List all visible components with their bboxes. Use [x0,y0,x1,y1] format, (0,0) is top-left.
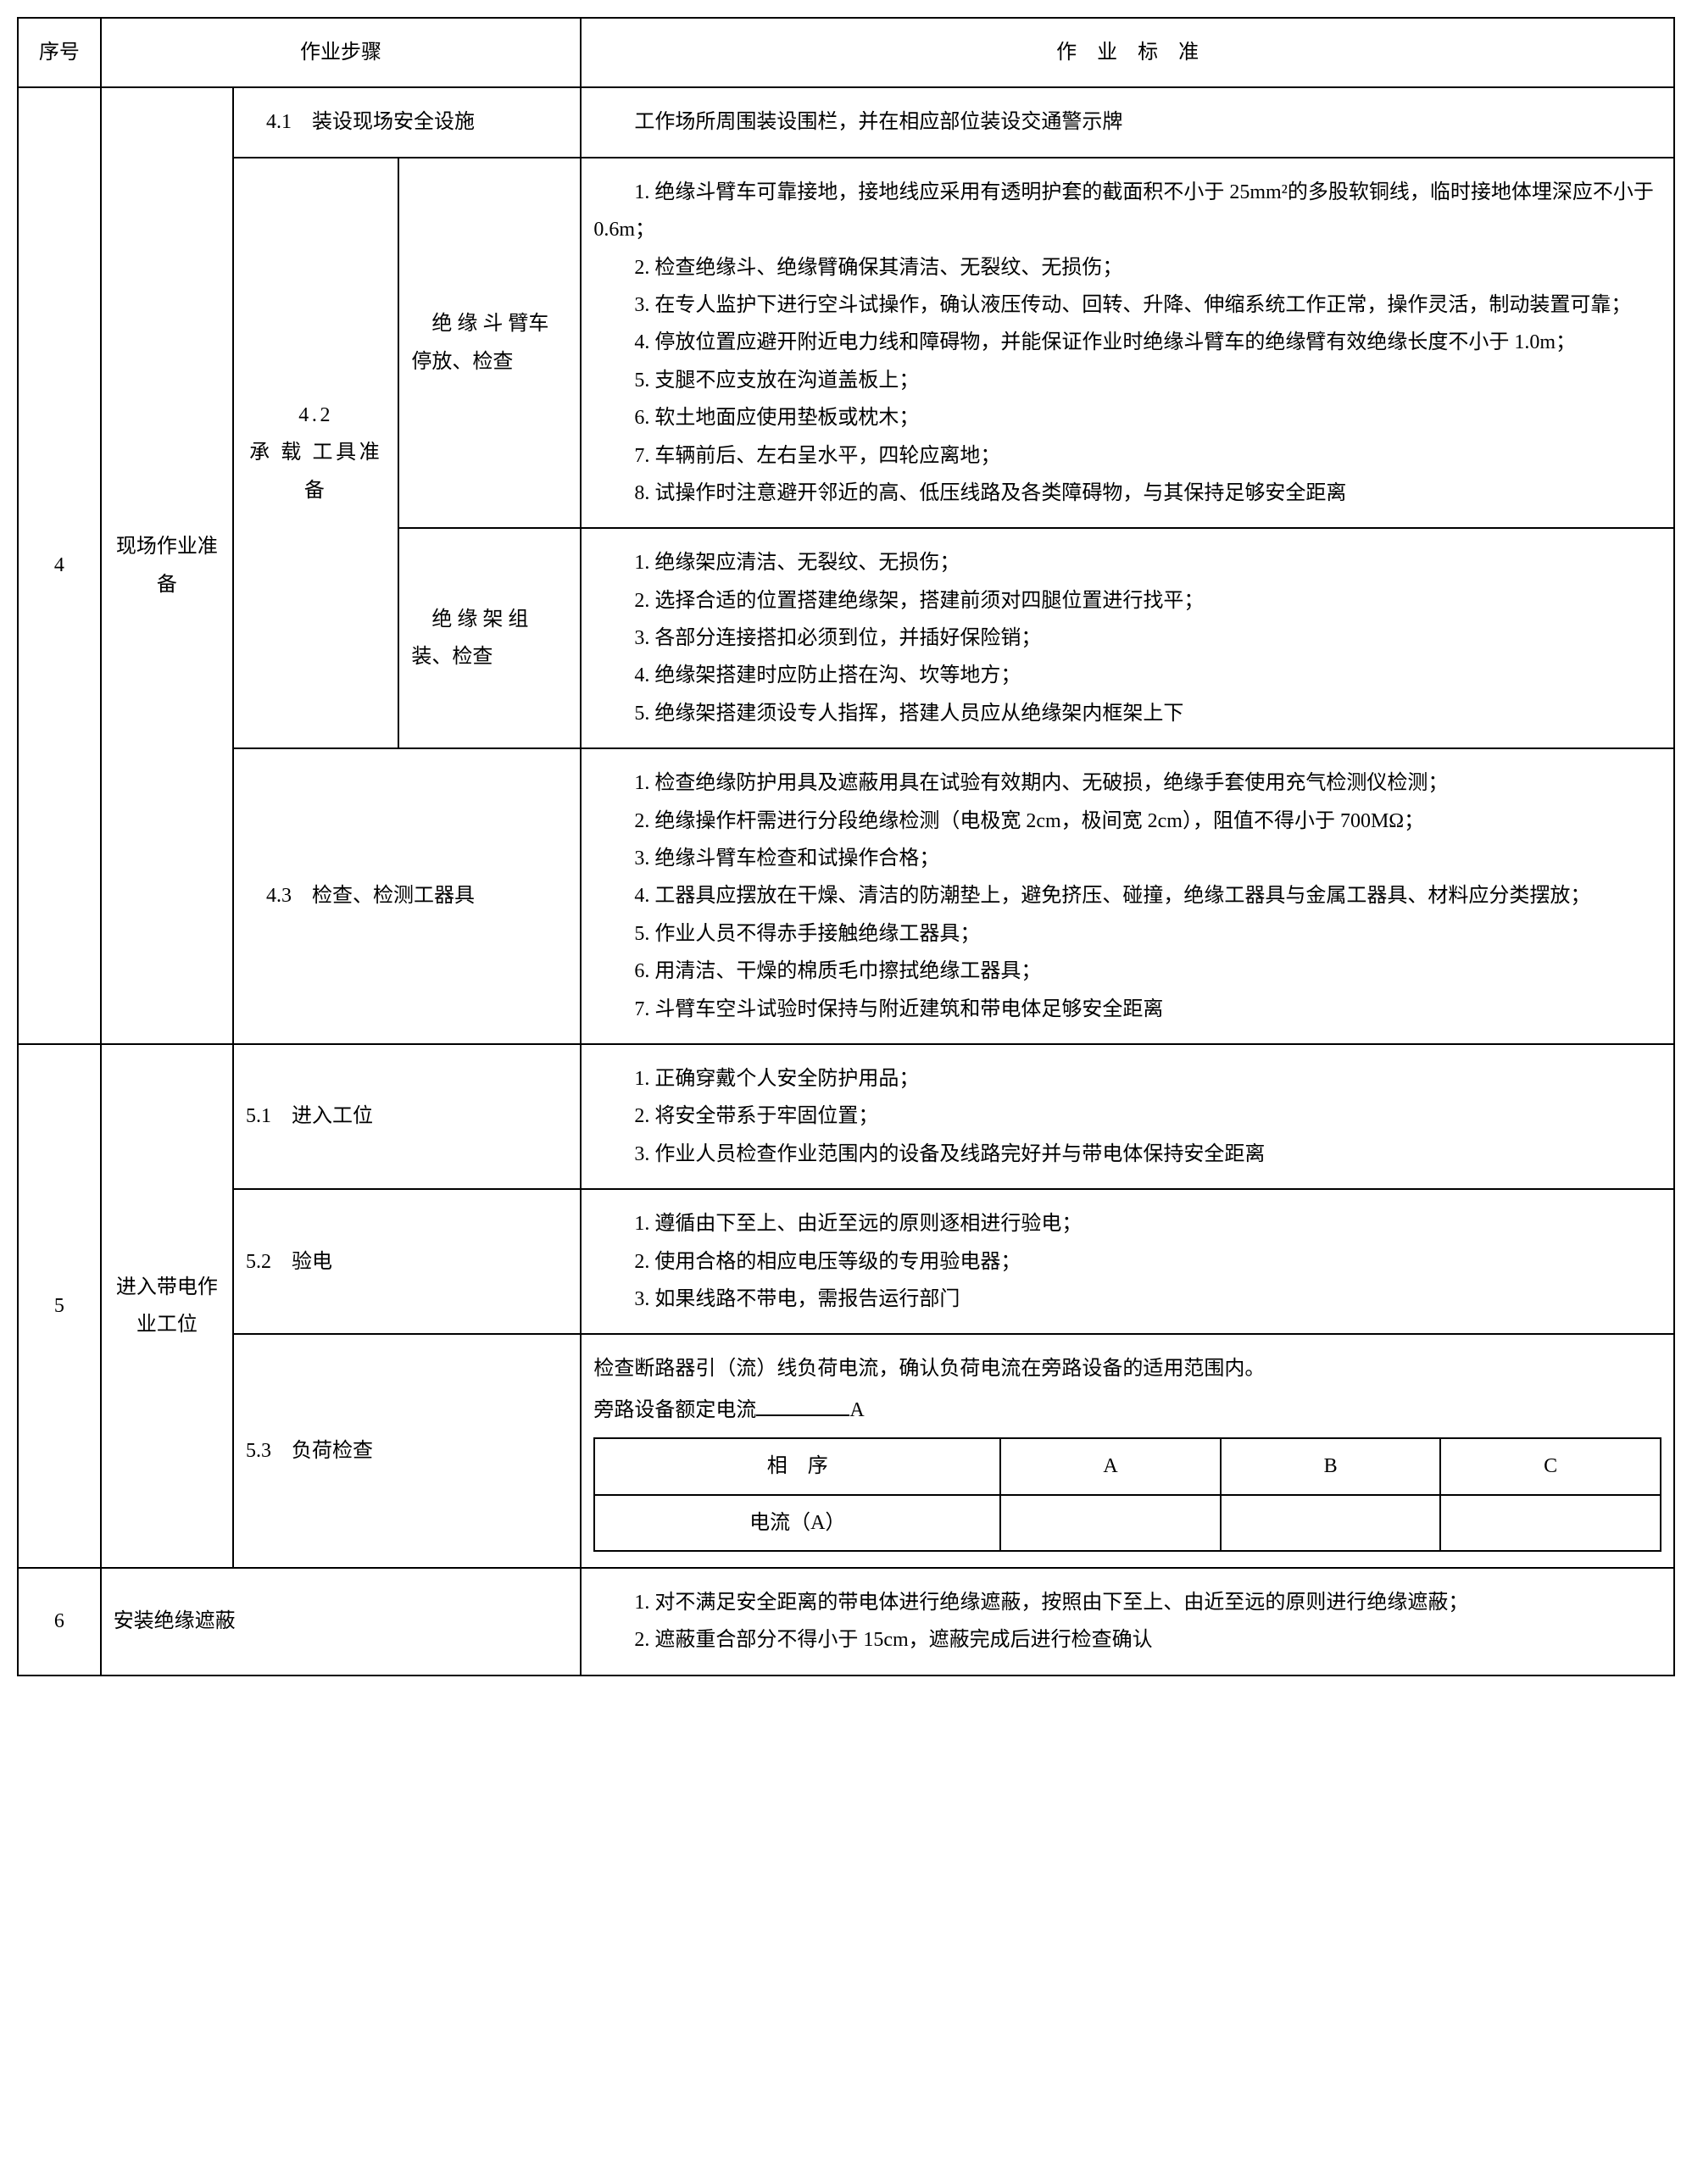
inner-header-row: 相 序 A B C [594,1438,1661,1494]
item: 7. 斗臂车空斗试验时保持与附近建筑和带电体足够安全距离 [593,991,1661,1028]
phase-current-table: 相 序 A B C 电流（A） [593,1437,1661,1552]
item: 7. 车辆前后、左右呈水平，四轮应离地； [593,437,1661,475]
step-4-2-sub1-label: 绝 缘 斗 臂车停放、检查 [398,158,581,529]
step-4-2-sub2-label: 绝 缘 架 组装、检查 [398,528,581,748]
seq-5: 5 [18,1044,101,1568]
row-6: 6 安装绝缘遮蔽 1. 对不满足安全距离的带电体进行绝缘遮蔽，按照由下至上、由近… [18,1568,1674,1676]
item: 6. 软土地面应使用垫板或枕木； [593,399,1661,436]
standard-4-2-2: 1. 绝缘架应清洁、无裂纹、无损伤； 2. 选择合适的位置搭建绝缘架，搭建前须对… [581,528,1674,748]
step-4-2-text: 承 载 工具准备 [246,434,386,509]
step1-4: 现场作业准备 [101,87,233,1044]
item: 5. 作业人员不得赤手接触绝缘工器具； [593,915,1661,953]
step-5-3-label: 5.3 负荷检查 [233,1334,581,1568]
item: 8. 试操作时注意避开邻近的高、低压线路及各类障碍物，与其保持足够安全距离 [593,475,1661,512]
inner-r2c1: 电流（A） [594,1495,1000,1551]
step-4-1-label: 4.1 装设现场安全设施 [233,87,581,157]
item: 3. 作业人员检查作业范围内的设备及线路完好并与带电体保持安全距离 [593,1136,1661,1173]
item: 1. 绝缘斗臂车可靠接地，接地线应采用有透明护套的截面积不小于 25mm²的多股… [593,174,1661,249]
item: 5. 绝缘架搭建须设专人指挥，搭建人员应从绝缘架内框架上下 [593,695,1661,732]
row-4-3: 4.3 检查、检测工器具 1. 检查绝缘防护用具及遮蔽用具在试验有效期内、无破损… [18,748,1674,1044]
standard-5-3: 检查断路器引（流）线负荷电流，确认负荷电流在旁路设备的适用范围内。 旁路设备额定… [581,1334,1674,1568]
load-prefix: 旁路设备额定电流 [593,1399,756,1421]
item: 2. 使用合格的相应电压等级的专用验电器； [593,1243,1661,1281]
load-intro-1: 检查断路器引（流）线负荷电流，确认负荷电流在旁路设备的适用范围内。 [593,1350,1661,1387]
inner-h-a: A [1000,1438,1221,1494]
item: 3. 绝缘斗臂车检查和试操作合格； [593,840,1661,877]
standard-4-1-text: 工作场所周围装设围栏，并在相应部位装设交通警示牌 [593,103,1661,141]
item: 2. 将安全带系于牢固位置； [593,1098,1661,1135]
row-4-1: 4 现场作业准备 4.1 装设现场安全设施 工作场所周围装设围栏，并在相应部位装… [18,87,1674,157]
item: 1. 绝缘架应清洁、无裂纹、无损伤； [593,544,1661,581]
item: 2. 遮蔽重合部分不得小于 15cm，遮蔽完成后进行检查确认 [593,1621,1661,1659]
standard-4-1: 工作场所周围装设围栏，并在相应部位装设交通警示牌 [581,87,1674,157]
inner-cell-c[interactable] [1440,1495,1661,1551]
inner-data-row: 电流（A） [594,1495,1661,1551]
step-4-3-label: 4.3 检查、检测工器具 [233,748,581,1044]
item: 4. 绝缘架搭建时应防止搭在沟、坎等地方； [593,657,1661,694]
item: 5. 支腿不应支放在沟道盖板上； [593,362,1661,399]
table-header-row: 序号 作业步骤 作 业 标 准 [18,18,1674,87]
item: 2. 检查绝缘斗、绝缘臂确保其清洁、无裂纹、无损伤； [593,249,1661,286]
procedure-table: 序号 作业步骤 作 业 标 准 4 现场作业准备 4.1 装设现场安全设施 工作… [17,17,1675,1676]
load-suffix: A [849,1399,864,1421]
item: 4. 工器具应摆放在干燥、清洁的防潮垫上，避免挤压、碰撞，绝缘工器具与金属工器具… [593,877,1661,914]
row-5-1: 5 进入带电作业工位 5.1 进入工位 1. 正确穿戴个人安全防护用品； 2. … [18,1044,1674,1189]
header-steps: 作业步骤 [101,18,582,87]
step1-6: 安装绝缘遮蔽 [101,1568,582,1676]
blank-current[interactable] [756,1396,849,1416]
item: 2. 绝缘操作杆需进行分段绝缘检测（电极宽 2cm，极间宽 2cm），阻值不得小… [593,803,1661,840]
inner-cell-a[interactable] [1000,1495,1221,1551]
item: 1. 检查绝缘防护用具及遮蔽用具在试验有效期内、无破损，绝缘手套使用充气检测仪检… [593,764,1661,802]
header-standard: 作 业 标 准 [581,18,1674,87]
standard-6: 1. 对不满足安全距离的带电体进行绝缘遮蔽，按照由下至上、由近至远的原则进行绝缘… [581,1568,1674,1676]
item: 6. 用清洁、干燥的棉质毛巾擦拭绝缘工器具； [593,953,1661,990]
inner-h-c: C [1440,1438,1661,1494]
step-5-1-label: 5.1 进入工位 [233,1044,581,1189]
item: 1. 遵循由下至上、由近至远的原则逐相进行验电； [593,1205,1661,1242]
item: 1. 正确穿戴个人安全防护用品； [593,1060,1661,1098]
step-4-2-label: 4.2 承 载 工具准备 [233,158,398,748]
item: 4. 停放位置应避开附近电力线和障碍物，并能保证作业时绝缘斗臂车的绝缘臂有效绝缘… [593,324,1661,361]
item: 2. 选择合适的位置搭建绝缘架，搭建前须对四腿位置进行找平； [593,582,1661,620]
item: 3. 如果线路不带电，需报告运行部门 [593,1281,1661,1318]
item: 3. 在专人监护下进行空斗试操作，确认液压传动、回转、升降、伸缩系统工作正常，操… [593,286,1661,324]
step-5-2-label: 5.2 验电 [233,1189,581,1334]
load-intro-2: 旁路设备额定电流 A [593,1392,1661,1429]
row-5-2: 5.2 验电 1. 遵循由下至上、由近至远的原则逐相进行验电； 2. 使用合格的… [18,1189,1674,1334]
standard-4-3: 1. 检查绝缘防护用具及遮蔽用具在试验有效期内、无破损，绝缘手套使用充气检测仪检… [581,748,1674,1044]
standard-5-2: 1. 遵循由下至上、由近至远的原则逐相进行验电； 2. 使用合格的相应电压等级的… [581,1189,1674,1334]
row-4-2-1: 4.2 承 载 工具准备 绝 缘 斗 臂车停放、检查 1. 绝缘斗臂车可靠接地，… [18,158,1674,529]
header-seq: 序号 [18,18,101,87]
row-5-3: 5.3 负荷检查 检查断路器引（流）线负荷电流，确认负荷电流在旁路设备的适用范围… [18,1334,1674,1568]
step-4-2-num: 4.2 [246,397,386,434]
item: 1. 对不满足安全距离的带电体进行绝缘遮蔽，按照由下至上、由近至远的原则进行绝缘… [593,1584,1661,1621]
seq-4: 4 [18,87,101,1044]
inner-h-phase: 相 序 [594,1438,1000,1494]
item: 3. 各部分连接搭扣必须到位，并插好保险销； [593,620,1661,657]
seq-6: 6 [18,1568,101,1676]
inner-cell-b[interactable] [1221,1495,1441,1551]
standard-4-2-1: 1. 绝缘斗臂车可靠接地，接地线应采用有透明护套的截面积不小于 25mm²的多股… [581,158,1674,529]
step1-5: 进入带电作业工位 [101,1044,233,1568]
inner-h-b: B [1221,1438,1441,1494]
standard-5-1: 1. 正确穿戴个人安全防护用品； 2. 将安全带系于牢固位置； 3. 作业人员检… [581,1044,1674,1189]
